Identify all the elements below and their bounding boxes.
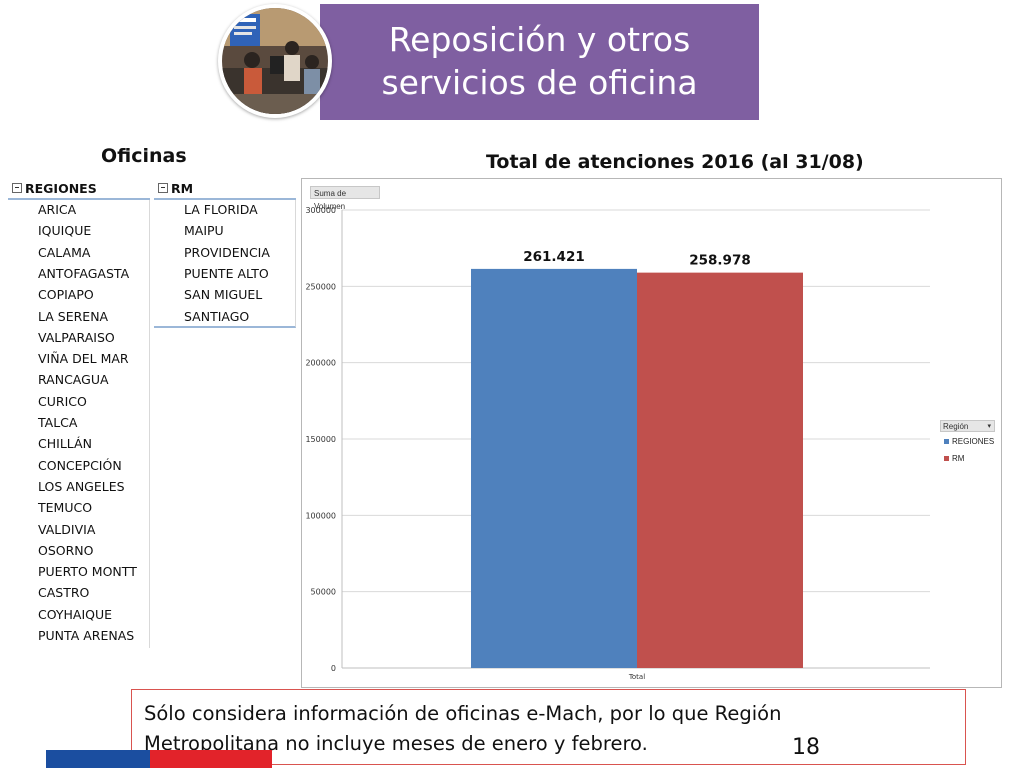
legend-title: Región	[943, 422, 969, 431]
regiones-slicer: REGIONES ARICA IQUIQUE CALAMA ANTOFAGASTA CO…	[8, 178, 150, 648]
legend-item-regiones: REGIONES	[944, 437, 994, 446]
rm-slicer-item[interactable]: PROVIDENCIA	[184, 244, 270, 260]
legend-swatch-rm	[944, 456, 949, 461]
regiones-slicer-header[interactable]: REGIONES	[8, 178, 150, 200]
regiones-slicer-list: ARICA IQUIQUE CALAMA ANTOFAGASTA COPIAPO LA S…	[8, 200, 150, 648]
rm-slicer-item[interactable]: SANTIAGO	[184, 308, 250, 324]
offices-heading: Oficinas	[101, 145, 187, 167]
regiones-slicer-item[interactable]: CONCEPCIÓN	[38, 457, 122, 473]
rm-slicer-item[interactable]: LA FLORIDA	[184, 202, 258, 217]
chart-title: Total de atenciones 2016 (al 31/08)	[486, 151, 864, 173]
chart-area	[301, 178, 1002, 688]
regiones-slicer-item[interactable]: CHILLÁN	[38, 436, 92, 452]
accent-bar-red	[150, 750, 272, 768]
office-photo	[218, 4, 332, 118]
regiones-slicer-item[interactable]: ANTOFAGASTA	[38, 265, 130, 281]
regiones-slicer-label: REGIONES	[25, 181, 97, 196]
regiones-slicer-item[interactable]: VALPARAISO	[38, 329, 115, 345]
rm-slicer-label: RM	[171, 181, 194, 196]
rm-slicer: RM LA FLORIDA MAIPU PROVIDENCIA PUENTE ALTO…	[154, 178, 296, 328]
note-line1: Sólo considera información de oficinas e…	[144, 702, 782, 725]
regiones-slicer-item[interactable]: ARICA	[38, 202, 77, 217]
slide-title: Reposición y otros servicios de oficina	[320, 18, 759, 104]
regiones-slicer-item[interactable]: COYHAIQUE	[38, 606, 113, 622]
regiones-slicer-item[interactable]: COPIAPO	[38, 287, 94, 303]
title-banner: Reposición y otros servicios de oficina	[320, 4, 759, 120]
legend-label-rm: RM	[952, 454, 965, 463]
regiones-slicer-item[interactable]: OSORNO	[38, 542, 94, 558]
regiones-slicer-item[interactable]: PUNTA ARENAS	[38, 628, 135, 643]
legend-filter-button[interactable]: Región ▾	[940, 420, 995, 432]
office-photo-illustration	[222, 8, 328, 114]
regiones-slicer-item[interactable]: LOS ANGELES	[38, 478, 125, 494]
regiones-slicer-item[interactable]: IQUIQUE	[38, 223, 92, 239]
regiones-slicer-item[interactable]: LA SERENA	[38, 308, 109, 324]
regiones-slicer-item[interactable]: CALAMA	[38, 244, 91, 260]
note-text: Sólo considera información de oficinas e…	[144, 699, 864, 759]
office-photo-image	[222, 8, 328, 114]
dropdown-arrow-icon[interactable]: ▾	[987, 423, 991, 430]
rm-slicer-header[interactable]: RM	[154, 178, 296, 200]
regiones-slicer-item[interactable]: TEMUCO	[38, 500, 93, 516]
legend-item-rm: RM	[944, 454, 964, 463]
rm-slicer-list: LA FLORIDA MAIPU PROVIDENCIA PUENTE ALTO SAN…	[154, 200, 296, 328]
regiones-slicer-item[interactable]: VALDIVIA	[38, 521, 96, 537]
regiones-slicer-item[interactable]: TALCA	[38, 415, 78, 430]
accent-bar-blue	[46, 750, 150, 768]
rm-slicer-item[interactable]: MAIPU	[184, 223, 224, 239]
collapse-icon[interactable]	[158, 183, 168, 193]
legend-swatch-regiones	[944, 439, 949, 444]
legend-label-regiones: REGIONES	[952, 437, 995, 446]
field-button-volumen[interactable]: Suma de Volumen	[310, 186, 380, 211]
regiones-slicer-item[interactable]: RANCAGUA	[38, 372, 109, 388]
note-line2: Metropolitana no incluye meses de enero …	[144, 732, 648, 755]
collapse-icon[interactable]	[12, 183, 22, 193]
regiones-slicer-item[interactable]: CASTRO	[38, 585, 90, 601]
regiones-slicer-item[interactable]: PUERTO MONTT	[38, 564, 137, 580]
slide-title-line1: Reposición y otros	[388, 20, 691, 59]
slide-title-line2: servicios de oficina	[381, 63, 698, 102]
rm-slicer-item[interactable]: SAN MIGUEL	[184, 287, 263, 303]
page-number: 18	[792, 735, 820, 760]
rm-slicer-item[interactable]: PUENTE ALTO	[184, 265, 269, 281]
regiones-slicer-item[interactable]: CURICO	[38, 393, 87, 409]
regiones-slicer-item[interactable]: VIÑA DEL MAR	[38, 351, 129, 367]
